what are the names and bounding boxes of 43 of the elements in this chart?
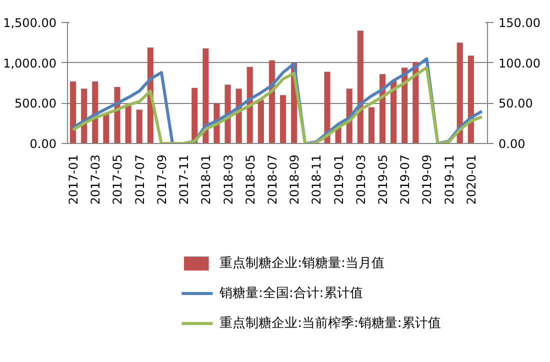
x-tick-label: 2018-01 [199, 154, 214, 205]
x-tick-label: 2017-01 [66, 154, 81, 205]
x-tick-label: 2018-07 [265, 154, 280, 205]
x-tick-label: 2017-07 [132, 154, 147, 205]
x-tick-label: 2019-07 [398, 154, 412, 205]
bar [70, 81, 76, 144]
y-tick-label: 0.00 [30, 137, 56, 151]
y-tick-label: 500.00 [14, 96, 57, 111]
y2-tick-label: 150.00 [498, 16, 540, 30]
y2-tick-label: 100.00 [498, 56, 540, 70]
legend-label: 销糖量:全国:合计:累计值 [218, 286, 363, 301]
bar [125, 104, 132, 144]
bar [357, 30, 364, 144]
bar [103, 114, 110, 144]
x-tick-label: 2019-05 [376, 154, 390, 205]
bar [324, 72, 330, 144]
x-tick-label: 2017-11 [177, 154, 192, 205]
bar [468, 56, 474, 144]
legend-label: 重点制糖企业:销糖量:当月值 [220, 256, 384, 271]
y-tick-label: 1,000.00 [3, 56, 56, 70]
y-tick-label: 1,500.00 [3, 16, 56, 30]
x-tick-label: 2018-03 [221, 154, 236, 205]
x-tick-label: 2019-03 [354, 154, 368, 205]
bar [192, 88, 198, 144]
x-tick-label: 2019-01 [332, 154, 346, 205]
x-tick-label: 2019-09 [420, 154, 434, 205]
legend-label: 重点制糖企业:当前榨季:销糖量:累计值 [220, 316, 441, 331]
x-tick-label: 2020-01 [464, 154, 478, 205]
x-tick-label: 2018-05 [243, 154, 258, 205]
y2-tick-label: 0.00 [498, 137, 526, 151]
bar [258, 100, 264, 144]
bar [368, 107, 374, 144]
x-tick-label: 2017-09 [154, 154, 169, 205]
x-tick-label: 2018-11 [310, 154, 324, 205]
bar [280, 95, 286, 144]
bar [136, 110, 142, 144]
x-tick-label: 2018-09 [288, 154, 302, 205]
x-tick-label: 2017-03 [88, 154, 103, 205]
x-tick-label: 2017-05 [110, 154, 125, 205]
bar [456, 42, 463, 144]
bar [202, 48, 209, 144]
y2-tick-label: 50.00 [498, 96, 533, 111]
x-tick-label: 2019-11 [442, 154, 456, 205]
